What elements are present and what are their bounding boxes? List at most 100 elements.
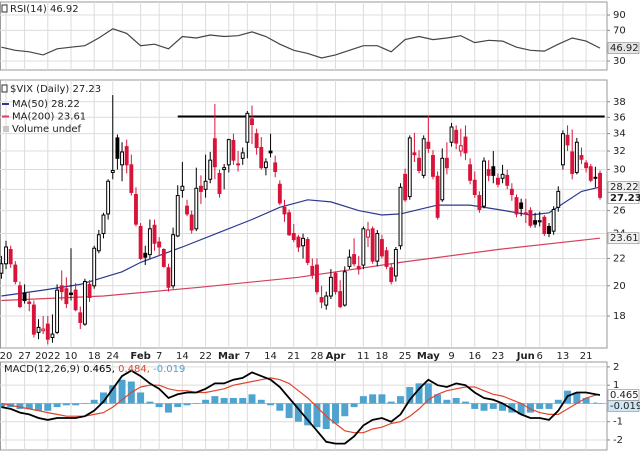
candle-body: [180, 185, 185, 191]
x-tick-label: May: [417, 351, 440, 362]
histogram-bar: [341, 403, 349, 417]
histogram-bar: [387, 401, 395, 404]
candle-body: [263, 161, 268, 169]
y-tick-label: 38: [613, 97, 626, 108]
value-tag: 27.23: [610, 193, 640, 204]
histogram-bar: [480, 403, 488, 411]
candle-body: [185, 205, 189, 215]
histogram-bar: [554, 399, 562, 404]
candle-body: [472, 179, 477, 196]
y-tick-label: 2: [613, 362, 619, 373]
histogram-bar: [499, 403, 507, 411]
x-tick-label: 7: [244, 351, 250, 362]
title-value: 0.484,: [115, 364, 150, 375]
candle-body: [120, 151, 124, 166]
candle-body: [31, 304, 36, 335]
title-name: MACD(12,26,9): [4, 364, 80, 375]
histogram-bar: [257, 399, 265, 404]
histogram-bar: [461, 401, 469, 404]
candle-body: [352, 254, 357, 265]
y-tick-label: 90: [613, 10, 626, 21]
y-tick-label: -1: [613, 417, 623, 428]
histogram-bar: [81, 403, 89, 404]
candle-body: [203, 180, 208, 190]
candle-body: [426, 141, 431, 149]
histogram-bar: [211, 396, 219, 404]
candle-body: [375, 233, 380, 262]
candle-body: [574, 141, 579, 173]
x-tick-label: 2022: [35, 351, 60, 362]
candle-body: [212, 138, 217, 168]
panel-frame: [0, 1, 608, 71]
candle-body: [491, 166, 496, 176]
x-tick-label: Mar: [218, 351, 240, 362]
histogram-bar: [0, 403, 5, 408]
candle-body: [217, 172, 222, 194]
candle-body: [287, 212, 292, 236]
candle-body: [588, 166, 593, 181]
histogram-bar: [202, 399, 210, 404]
x-tick-label: 24: [106, 351, 119, 362]
candle-body: [500, 173, 505, 179]
x-tick-label: 7: [156, 351, 162, 362]
value-tag-box: [607, 232, 640, 245]
x-tick-label: 18: [88, 351, 101, 362]
y-tick-label: 30: [613, 56, 626, 67]
candle-body: [505, 174, 510, 186]
histogram-bar: [582, 397, 590, 404]
candle-body: [0, 263, 4, 274]
candle-body: [412, 152, 417, 156]
candle-body: [194, 187, 199, 230]
candle-body: [64, 288, 69, 305]
candle-body: [138, 225, 143, 259]
candle-body: [82, 281, 87, 325]
panel-frame: [0, 361, 608, 451]
candle-body: [59, 285, 64, 293]
candle-body: [92, 247, 97, 287]
candle-body: [273, 162, 278, 172]
histogram-bar: [220, 397, 228, 404]
histogram-bar: [183, 403, 191, 406]
histogram-bar: [397, 396, 404, 404]
candle-body: [101, 214, 106, 235]
y-tick-label: 32: [613, 146, 626, 157]
candle-body: [96, 234, 101, 252]
histogram-bar: [415, 383, 423, 404]
histogram-bar: [35, 403, 42, 411]
x-tick-label: 25: [399, 351, 412, 362]
candle-body: [389, 267, 394, 283]
histogram-bar: [285, 403, 293, 419]
legend-label: MA(50) 28.22: [12, 99, 80, 110]
x-tick-label: 9: [448, 351, 454, 362]
candle-body: [189, 214, 194, 231]
histogram-bar: [276, 403, 284, 411]
value-tag-box: [607, 42, 640, 54]
y-tick-label: -2: [613, 435, 623, 446]
candle-body: [565, 134, 570, 146]
candle-body: [393, 249, 398, 277]
candle-body: [468, 164, 473, 181]
histogram-bar: [174, 403, 182, 408]
candle-body: [333, 272, 338, 293]
candle-body: [134, 194, 138, 225]
candle-body: [129, 164, 134, 193]
histogram-bar: [72, 403, 80, 406]
candle-body: [593, 176, 598, 179]
candle-body: [41, 328, 46, 332]
value-tag: 28.22: [610, 182, 639, 193]
candle-body: [319, 297, 324, 303]
candle-body: [157, 241, 162, 248]
candle-body: [78, 312, 83, 323]
candle-body: [259, 146, 264, 169]
title-value: -0.019: [150, 364, 185, 375]
histogram-bar: [517, 403, 525, 415]
candle-body: [236, 163, 241, 166]
candle-body: [161, 249, 166, 267]
candle-body: [110, 170, 115, 173]
y-tick-label: 20: [613, 281, 626, 292]
histogram-bar: [545, 403, 553, 409]
candle-body: [514, 197, 519, 215]
histogram-bar: [489, 403, 497, 409]
candle-body: [171, 234, 176, 287]
